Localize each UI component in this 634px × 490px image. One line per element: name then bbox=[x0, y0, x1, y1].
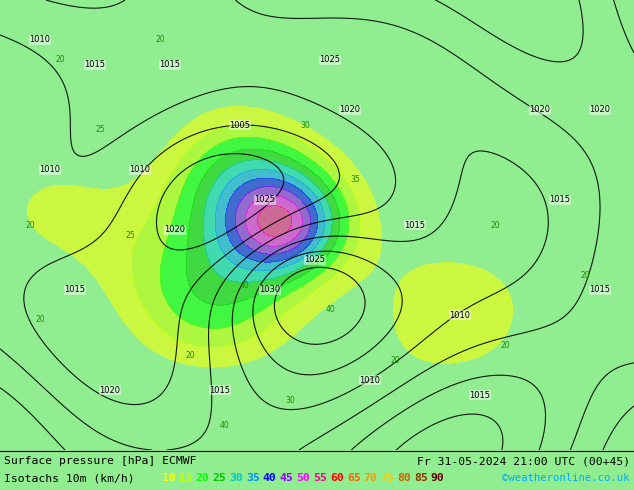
Text: 20: 20 bbox=[55, 55, 65, 65]
Text: 1015: 1015 bbox=[209, 386, 231, 394]
Text: 30: 30 bbox=[300, 121, 310, 129]
Text: 20: 20 bbox=[155, 35, 165, 45]
Text: 20: 20 bbox=[36, 316, 45, 324]
Text: 1020: 1020 bbox=[529, 105, 550, 115]
Text: 1015: 1015 bbox=[470, 391, 491, 399]
Text: 40: 40 bbox=[325, 305, 335, 315]
Text: 25: 25 bbox=[212, 473, 226, 483]
Text: 40: 40 bbox=[263, 473, 276, 483]
Text: Fr 31-05-2024 21:00 UTC (00+45): Fr 31-05-2024 21:00 UTC (00+45) bbox=[417, 456, 630, 466]
Text: ©weatheronline.co.uk: ©weatheronline.co.uk bbox=[503, 473, 630, 483]
Text: 1020: 1020 bbox=[164, 225, 186, 235]
Text: 40: 40 bbox=[240, 280, 250, 290]
Text: 85: 85 bbox=[414, 473, 428, 483]
Text: 30: 30 bbox=[230, 473, 243, 483]
Text: 20: 20 bbox=[580, 270, 590, 279]
Text: 25: 25 bbox=[95, 125, 105, 134]
Text: 90: 90 bbox=[430, 473, 444, 483]
Text: Surface pressure [hPa] ECMWF: Surface pressure [hPa] ECMWF bbox=[4, 456, 197, 466]
Text: 65: 65 bbox=[347, 473, 361, 483]
Text: 1010: 1010 bbox=[30, 35, 51, 45]
Text: 80: 80 bbox=[397, 473, 411, 483]
Text: 70: 70 bbox=[364, 473, 377, 483]
Text: 1015: 1015 bbox=[160, 60, 181, 70]
Text: 35: 35 bbox=[246, 473, 260, 483]
Text: 1025: 1025 bbox=[320, 55, 340, 65]
Text: Isotachs 10m (km/h): Isotachs 10m (km/h) bbox=[4, 473, 134, 483]
Text: 55: 55 bbox=[313, 473, 327, 483]
Text: 1015: 1015 bbox=[84, 60, 105, 70]
Text: 1025: 1025 bbox=[304, 255, 325, 265]
Text: 20: 20 bbox=[185, 350, 195, 360]
Text: 75: 75 bbox=[380, 473, 394, 483]
Text: 20: 20 bbox=[490, 220, 500, 229]
Text: 35: 35 bbox=[350, 175, 360, 185]
Text: 10: 10 bbox=[162, 473, 176, 483]
Text: 1010: 1010 bbox=[129, 166, 150, 174]
Text: 1010: 1010 bbox=[450, 311, 470, 319]
Text: 1015: 1015 bbox=[590, 286, 611, 294]
Text: 45: 45 bbox=[280, 473, 294, 483]
Text: 1020: 1020 bbox=[590, 105, 611, 115]
Text: 20: 20 bbox=[196, 473, 209, 483]
Text: 40: 40 bbox=[220, 420, 230, 430]
Text: 20: 20 bbox=[390, 356, 400, 365]
Text: 1020: 1020 bbox=[339, 105, 361, 115]
Text: 1015: 1015 bbox=[550, 196, 571, 204]
Text: 1005: 1005 bbox=[230, 121, 250, 129]
Text: 1025: 1025 bbox=[254, 196, 276, 204]
Text: 60: 60 bbox=[330, 473, 344, 483]
Text: 1015: 1015 bbox=[65, 286, 86, 294]
Text: 1030: 1030 bbox=[259, 286, 281, 294]
Text: 20: 20 bbox=[500, 341, 510, 349]
Text: 1020: 1020 bbox=[100, 386, 120, 394]
Text: 50: 50 bbox=[297, 473, 310, 483]
Text: 30: 30 bbox=[285, 395, 295, 405]
Text: 20: 20 bbox=[25, 220, 35, 229]
Text: 1010: 1010 bbox=[359, 375, 380, 385]
Text: 1015: 1015 bbox=[404, 220, 425, 229]
Text: 15: 15 bbox=[179, 473, 193, 483]
Text: 25: 25 bbox=[125, 230, 135, 240]
Text: 1010: 1010 bbox=[39, 166, 60, 174]
